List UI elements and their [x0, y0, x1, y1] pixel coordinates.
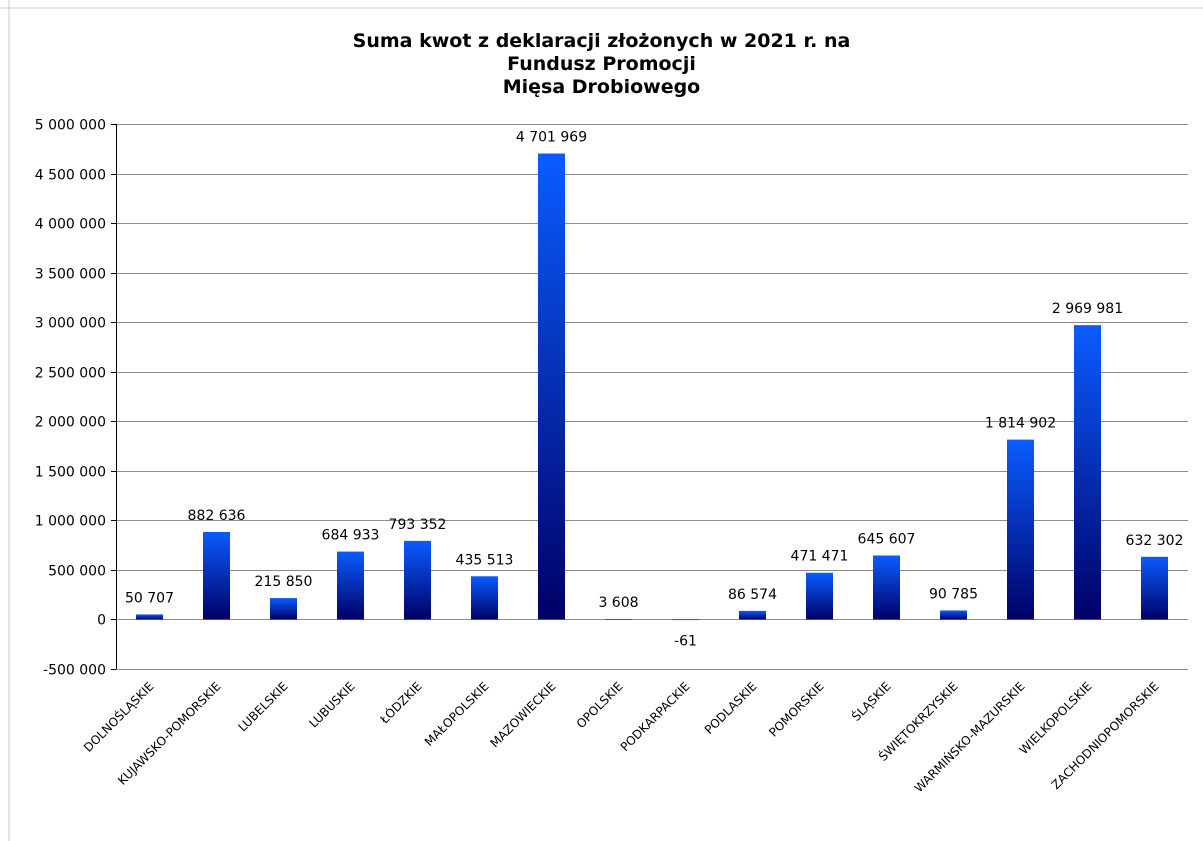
x-tick-label: MAŁOPOLSKIE: [422, 679, 492, 749]
x-tick-label: ZACHODNIOPOMORSKIE: [1049, 679, 1162, 792]
bar: [940, 610, 967, 620]
bar: [1141, 556, 1168, 620]
x-tick-label: POMORSKIE: [766, 679, 826, 739]
y-tick-label: 3 000 000: [35, 316, 106, 332]
x-tick-label: ŁÓDZKIE: [376, 679, 425, 728]
bar: [538, 153, 565, 620]
data-label: 882 636: [188, 508, 246, 524]
data-label: 86 574: [728, 587, 777, 603]
bar: [1074, 325, 1101, 620]
x-tick-label: MAZOWIECKIE: [487, 679, 558, 750]
x-tick-label: OPOLSKIE: [574, 679, 626, 731]
chart-title-line-2: Fundusz Promocji: [507, 53, 696, 75]
data-label: 90 785: [929, 586, 978, 602]
data-label: 215 850: [255, 574, 313, 590]
x-tick-label: PODLASKIE: [702, 679, 760, 737]
chart-title-line-3: Mięsa Drobiowego: [502, 76, 701, 98]
y-tick-label: 0: [97, 613, 106, 629]
chart-title: Suma kwot z deklaracji złożonych w 2021 …: [0, 30, 1203, 99]
chart-title-line-1: Suma kwot z deklaracji złożonych w 2021 …: [352, 30, 851, 52]
y-tick-label: 500 000: [48, 564, 106, 580]
data-label: 471 471: [791, 549, 849, 565]
x-tick-label: WIELKOPOLSKIE: [1017, 679, 1095, 757]
data-label: 4 701 969: [516, 130, 587, 146]
x-tick-label: LUBELSKIE: [235, 679, 290, 734]
data-label: 3 608: [598, 595, 638, 611]
y-tick-label: 1 500 000: [35, 465, 106, 481]
y-tick-label: 2 000 000: [35, 415, 106, 431]
x-tick-label: LUBUSKIE: [306, 679, 357, 730]
bar: [806, 572, 833, 620]
x-tick-label: WARMIŃSKO-MAZURSKIE: [911, 679, 1028, 796]
x-tick-label: PODKARPACKIE: [618, 679, 693, 754]
data-label: 1 814 902: [985, 416, 1056, 432]
data-label: 435 513: [456, 552, 514, 568]
y-tick-label: 4 500 000: [35, 168, 106, 184]
data-label: 793 352: [389, 517, 447, 533]
bar: [270, 598, 297, 620]
bar: [404, 540, 431, 620]
y-tick-label: 2 500 000: [35, 366, 106, 382]
data-label: -61: [674, 633, 697, 649]
bar: [672, 619, 699, 621]
x-tick-label: DOLNOŚLĄSKIE: [80, 679, 156, 755]
y-tick-label: 4 000 000: [35, 217, 106, 233]
y-tick-label: 1 000 000: [35, 514, 106, 530]
data-label: 50 707: [125, 590, 174, 606]
bar: [136, 614, 163, 620]
x-tick-label: ŚLĄSKIE: [848, 679, 893, 724]
bar: [337, 551, 364, 620]
data-label: 632 302: [1126, 533, 1184, 549]
bar: [739, 610, 766, 620]
bar: [1007, 439, 1034, 620]
data-label: 645 607: [858, 531, 916, 547]
bar: [605, 619, 632, 620]
y-tick-label: 3 500 000: [35, 267, 106, 283]
data-label: 2 969 981: [1052, 301, 1123, 317]
bar: [471, 576, 498, 620]
bar: [873, 555, 900, 620]
data-label: 684 933: [322, 528, 380, 544]
y-tick-label: -500 000: [43, 663, 106, 679]
bar: [203, 531, 230, 620]
y-tick-label: 5 000 000: [35, 118, 106, 134]
